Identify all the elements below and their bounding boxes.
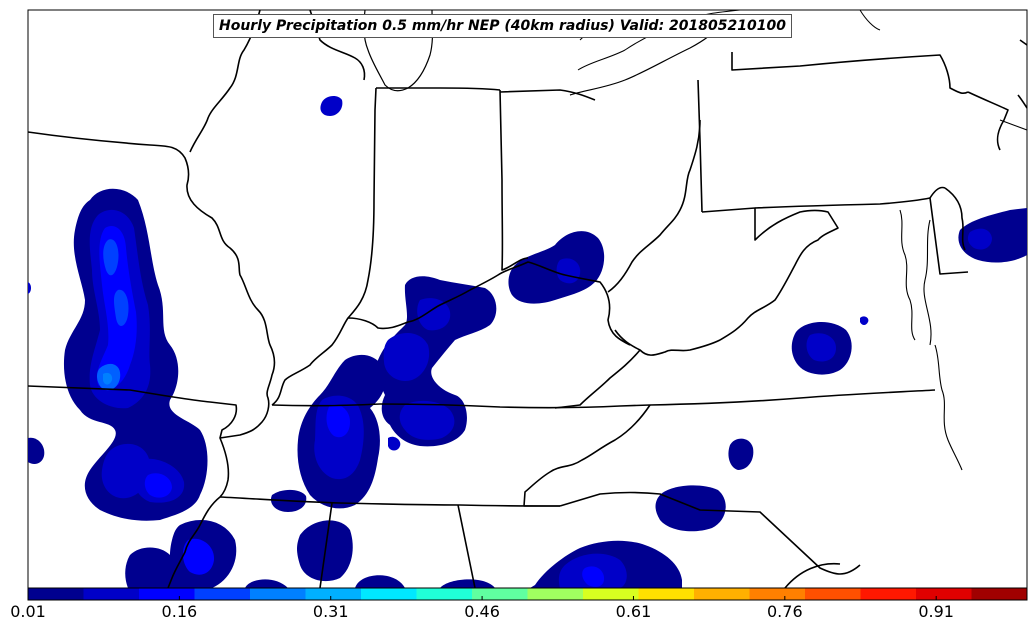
colorbar-segment: [194, 588, 251, 600]
colorbar-segment: [83, 588, 140, 600]
colorbar-segment: [250, 588, 306, 600]
precip-region-arkansas: [125, 547, 177, 588]
colorbar-segment: [805, 588, 861, 600]
precip-region-cincinnati: [508, 231, 605, 304]
lake-michigan-outline: [363, 9, 434, 92]
colorbar-segment: [361, 588, 417, 600]
colorbar-tick-label: 0.31: [312, 602, 349, 621]
colorbar-tick-label: 0.46: [464, 602, 500, 621]
colorbar-segment: [472, 588, 528, 600]
precip-region-chicago: [320, 96, 343, 116]
colorbar-segment: [305, 588, 362, 600]
precipitation-contours: [28, 96, 1027, 588]
precip-region-west-edge: [28, 437, 45, 464]
map-title: Hourly Precipitation 0.5 mm/hr NEP (40km…: [213, 14, 792, 38]
colorbar-segment: [694, 588, 750, 600]
colorbar-segment: [749, 588, 806, 600]
colorbar-segment: [638, 588, 695, 600]
colorbar-border: [27, 587, 1028, 601]
colorbar-tick-label: 0.76: [767, 602, 803, 621]
colorbar-segment: [860, 588, 917, 600]
state-boundaries: [27, 9, 1028, 589]
colorbar-segment: [916, 588, 972, 600]
colorbar-tick-label: 0.61: [615, 602, 652, 621]
precip-region-east-coast: [958, 208, 1027, 263]
colorbar-segment: [416, 588, 473, 600]
colorbar-segment: [527, 588, 584, 600]
colorbar-tick-label: 0.01: [10, 602, 46, 621]
colorbar-tick-label: 0.16: [161, 602, 198, 621]
colorbar: [27, 587, 1028, 601]
colorbar-tick-label: 0.91: [918, 602, 954, 621]
colorbar-segment: [28, 588, 84, 600]
colorbar-segment: [971, 588, 1028, 600]
colorbar-segment: [139, 588, 195, 600]
colorbar-segment: [583, 588, 639, 600]
precip-region-nc: [728, 438, 754, 470]
